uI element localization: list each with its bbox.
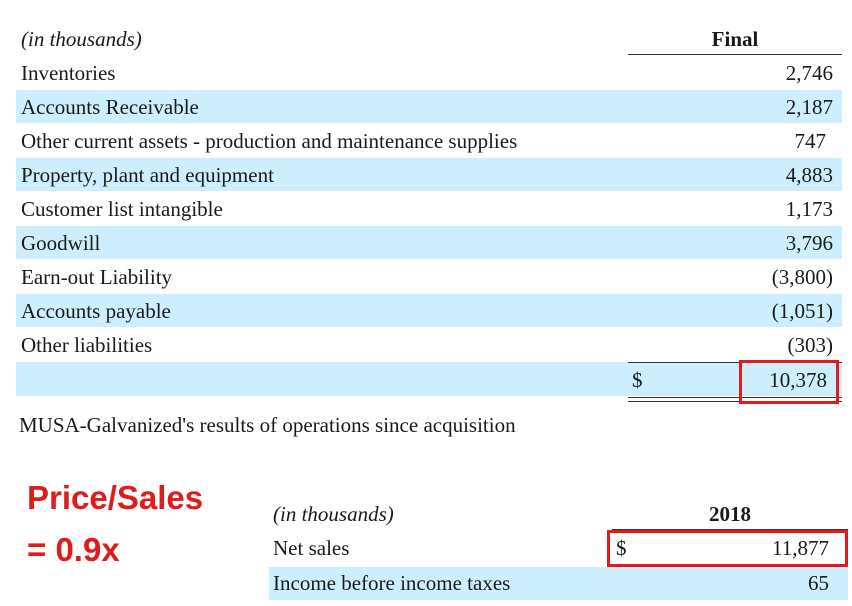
net-sales-highlight-box <box>607 530 848 567</box>
price-sales-value: = 0.9x <box>27 531 120 568</box>
table-row <box>269 567 848 600</box>
row-value: 2,187 <box>785 95 833 119</box>
price-sales-annotation: Price/Sales <box>27 479 204 516</box>
row-label: Customer list intangible <box>21 197 223 221</box>
table-row: Inventories 2,746 <box>16 56 842 89</box>
table-row: Accounts Receivable 2,187 <box>16 90 842 123</box>
row-value: (303) <box>787 333 834 357</box>
table2-column-header: 2018 <box>709 502 751 526</box>
table-row: Other current assets - production and ma… <box>16 124 842 157</box>
total-value: 10,378 <box>769 368 827 392</box>
row-value: 2,746 <box>785 61 833 85</box>
row-label: Other liabilities <box>21 333 153 357</box>
total-top-rule <box>628 362 842 363</box>
table2-net-sales-value: 11,877 <box>772 536 829 560</box>
table2-net-sales-currency: $ <box>616 536 627 560</box>
row-value: (3,800) <box>771 265 833 289</box>
table2-income-label: Income before income taxes <box>273 571 511 595</box>
row-label: Earn-out Liability <box>21 265 173 289</box>
table2-net-sales-label: Net sales <box>273 536 350 560</box>
table-row: Goodwill 3,796 <box>16 226 842 259</box>
row-label: Accounts Receivable <box>21 95 199 119</box>
row-label: Other current assets - production and ma… <box>21 129 518 153</box>
row-label: Property, plant and equipment <box>21 163 274 187</box>
table-row: Accounts payable (1,051) <box>16 294 842 327</box>
table-row: Other liabilities (303) <box>16 328 842 361</box>
results-heading: MUSA-Galvanized's results of operations … <box>19 413 516 437</box>
total-currency: $ <box>632 368 643 392</box>
table1-unit-label: (in thousands) <box>21 27 142 51</box>
table-row: Property, plant and equipment 4,883 <box>16 158 842 191</box>
row-value: (1,051) <box>771 299 833 323</box>
total-highlight-box <box>739 360 839 404</box>
row-value: 1,173 <box>785 197 833 221</box>
table1-header-rule <box>628 54 842 55</box>
table2-unit-label: (in thousands) <box>273 502 394 526</box>
table-row: Earn-out Liability (3,800) <box>16 260 842 293</box>
row-value: 747 <box>794 129 827 153</box>
table2-header-rule <box>612 529 848 530</box>
row-label: Inventories <box>21 61 116 85</box>
row-value: 4,883 <box>785 163 833 187</box>
row-label: Accounts payable <box>21 299 171 323</box>
table1-column-header: Final <box>711 27 759 51</box>
total-row <box>16 362 842 396</box>
row-value: 3,796 <box>785 231 833 255</box>
total-double-underline <box>628 397 842 402</box>
row-label: Goodwill <box>21 231 101 255</box>
table-row: Customer list intangible 1,173 <box>16 192 842 225</box>
table2-income-value: 65 <box>808 571 829 595</box>
